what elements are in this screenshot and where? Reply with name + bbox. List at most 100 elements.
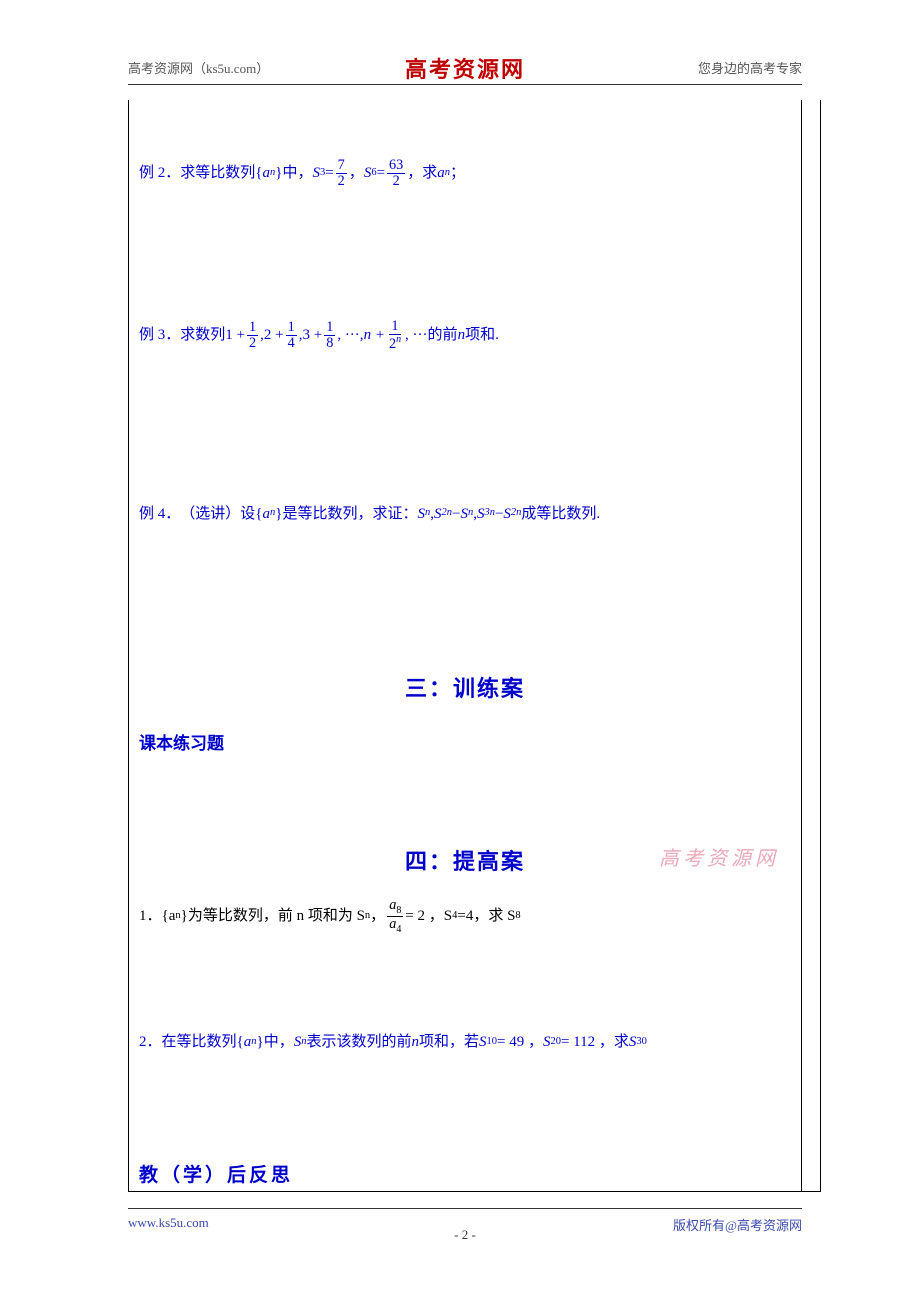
reflection-heading: 教（学）后反思	[139, 1160, 293, 1187]
ex4-t3: 成等比数列.	[521, 502, 600, 526]
q2-t3: 表示该数列的前	[306, 1030, 411, 1054]
q2-s20: S	[543, 1030, 551, 1054]
ex3-term1a: 1 +	[225, 323, 245, 347]
watermark-text: 高考资源网	[659, 842, 779, 871]
q2-num: 2．	[139, 1030, 162, 1054]
q2-s20-sub: 20	[550, 1034, 561, 1051]
q1-t1c: ，	[370, 904, 385, 928]
ex4-minus1: −	[452, 502, 460, 526]
ex3-f3d: 8	[324, 336, 335, 351]
ex3-term3a: 3 +	[302, 323, 322, 347]
ex4-minus2: −	[495, 502, 503, 526]
q1-frac-num-sub: 8	[396, 904, 401, 915]
q1-frac-den-sub: 4	[396, 924, 401, 935]
ex2-s3: S	[312, 161, 320, 185]
ex4-t1: 设	[240, 502, 255, 526]
header-right: 您身边的高考专家	[698, 58, 802, 77]
ex3-nvar: n	[458, 323, 466, 347]
ex2-label: 例 2．	[139, 161, 180, 185]
ex2-t4: ；	[450, 161, 465, 185]
ex2-frac2-den: 2	[391, 174, 402, 189]
ex3-fnd-exp: n	[396, 334, 401, 345]
q2-t2: 中，	[264, 1030, 294, 1054]
ex4-s3: S	[460, 502, 468, 526]
ex2-frac2-num: 63	[387, 158, 405, 174]
q2-t1: 在等比数列	[162, 1030, 237, 1054]
q2-eq2: = 112 ，求	[561, 1030, 629, 1054]
ex4-s2: S	[434, 502, 442, 526]
ex2-brace-close: }	[275, 161, 282, 185]
q2-s10-sub: 10	[486, 1034, 497, 1051]
q2-seq-var: a	[244, 1030, 252, 1054]
ex2-t2: 中，	[282, 161, 312, 185]
question-1: 1． {an }为等比数列，前 n 项和为 Sn ， a8 a4 = 2 ，S4…	[139, 898, 791, 936]
example-2: 例 2． 求等比数列 { a n } 中， S 3 = 7 2 ， S 6 = …	[139, 158, 791, 189]
side-column	[802, 100, 821, 1192]
ex4-s5: S	[503, 502, 511, 526]
example-4: 例 4． （选讲） 设 { a n } 是等比数列，求证： Sn , S2n −…	[139, 502, 791, 526]
ex3-c3: , ···,	[337, 323, 363, 347]
ex4-brace-close: }	[275, 502, 282, 526]
ex3-f2: 1 4	[286, 320, 297, 351]
q2-brace-open: {	[237, 1030, 244, 1054]
ex4-s5-sub: 2n	[511, 505, 522, 522]
ex3-fnd-base: 2	[389, 336, 396, 352]
page-footer: www.ks5u.com 版权所有@高考资源网 - 2 -	[128, 1208, 802, 1234]
q1-frac-num: a8	[387, 898, 403, 917]
ex3-term2a: 2 +	[264, 323, 284, 347]
ex3-t2: 的前	[428, 323, 458, 347]
ex2-brace-open: {	[255, 161, 262, 185]
ex3-termn: n +	[364, 323, 385, 347]
ex3-f2n: 1	[286, 320, 297, 336]
q1-t1: {a	[162, 904, 176, 928]
ex4-paren: （选讲）	[180, 502, 240, 526]
q2-s30: S	[629, 1030, 637, 1054]
ex2-s6: S	[364, 161, 372, 185]
section-3-sub: 课本练习题	[139, 729, 791, 754]
ex3-fnn: 1	[389, 319, 400, 335]
footer-right: 版权所有@高考资源网	[673, 1215, 802, 1234]
ex4-seq-var: a	[263, 502, 271, 526]
ex3-f3n: 1	[324, 320, 335, 336]
q2-s30-sub: 30	[636, 1034, 647, 1051]
ex3-t3: 项和.	[465, 323, 499, 347]
ex4-t2: 是等比数列，求证：	[282, 502, 417, 526]
header-rule	[128, 84, 802, 85]
header-left: 高考资源网（ks5u.com）	[128, 58, 269, 77]
ex2-frac1-den: 2	[336, 174, 347, 189]
ex4-s1: S	[417, 502, 425, 526]
section-3-title: 三：训练案	[139, 671, 791, 703]
q1-eq2: =4，求 S	[457, 904, 515, 928]
header-center-brand: 高考资源网	[405, 52, 525, 84]
q1-num: 1．	[139, 904, 162, 928]
ex3-fnd: 2n	[387, 335, 403, 352]
footer-left: www.ks5u.com	[128, 1215, 209, 1234]
ex2-comma1: ，	[349, 161, 364, 185]
ex2-eq1: =	[325, 161, 333, 185]
q1-eq: = 2 ，S	[405, 904, 452, 928]
example-3: 例 3． 求数列 1 + 1 2 , 2 + 1 4 , 3 + 1 8 , ·…	[139, 319, 791, 352]
ex4-label: 例 4．	[139, 502, 180, 526]
ex2-seq-var: a	[262, 161, 270, 185]
q2-sn: S	[294, 1030, 302, 1054]
q1-t1b: }为等比数列，前 n 项和为 S	[181, 904, 365, 928]
ex3-c4: , ···	[405, 323, 428, 347]
content-box: 例 2． 求等比数列 { a n } 中， S 3 = 7 2 ， S 6 = …	[128, 100, 802, 1192]
ex2-frac2: 63 2	[387, 158, 405, 189]
page-content: 例 2． 求等比数列 { a n } 中， S 3 = 7 2 ， S 6 = …	[128, 100, 802, 1192]
ex2-t3: ，求	[407, 161, 437, 185]
ex2-frac1-num: 7	[336, 158, 347, 174]
ex2-eq2: =	[377, 161, 385, 185]
ex2-an: a	[437, 161, 445, 185]
ex3-f1d: 2	[247, 336, 258, 351]
ex3-label: 例 3．	[139, 323, 180, 347]
q2-eq1: = 49 ，	[497, 1030, 543, 1054]
ex3-f2d: 4	[286, 336, 297, 351]
section-4-wrap: 四：提高案 高考资源网	[139, 844, 791, 876]
ex4-s4-sub: 3n	[484, 505, 495, 522]
q2-t4: 项和，若	[419, 1030, 479, 1054]
ex2-frac1: 7 2	[336, 158, 347, 189]
ex3-f1: 1 2	[247, 320, 258, 351]
ex3-fn: 1 2n	[387, 319, 403, 352]
ex4-s2-sub: 2n	[441, 505, 452, 522]
